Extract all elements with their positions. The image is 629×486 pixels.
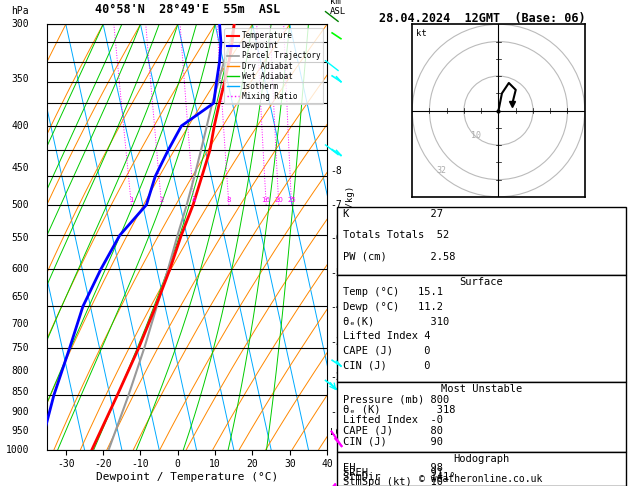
Text: 1: 1 (129, 197, 133, 203)
Text: 450: 450 (11, 162, 29, 173)
Text: Dewp (°C)   11.2: Dewp (°C) 11.2 (343, 302, 443, 312)
Text: 700: 700 (11, 318, 29, 329)
Text: 500: 500 (11, 200, 29, 210)
X-axis label: Dewpoint / Temperature (°C): Dewpoint / Temperature (°C) (96, 472, 278, 482)
Text: Most Unstable: Most Unstable (440, 384, 522, 394)
Text: 25: 25 (287, 197, 296, 203)
Text: θₑ(K)         310: θₑ(K) 310 (343, 316, 449, 327)
Text: km
ASL: km ASL (330, 0, 346, 16)
Text: Mixing Ratio (g/kg): Mixing Ratio (g/kg) (347, 186, 355, 288)
Text: CIN (J)       90: CIN (J) 90 (343, 436, 443, 447)
Text: Pressure (mb) 800: Pressure (mb) 800 (343, 394, 449, 404)
Text: hPa: hPa (11, 6, 29, 16)
Text: -8: -8 (330, 166, 342, 176)
Text: 550: 550 (11, 233, 29, 243)
Text: -5: -5 (330, 268, 342, 278)
Text: 750: 750 (11, 343, 29, 353)
Text: 800: 800 (11, 366, 29, 376)
Text: 350: 350 (11, 74, 29, 84)
Text: 400: 400 (11, 121, 29, 131)
Text: -2: -2 (330, 372, 342, 382)
Text: 300: 300 (11, 19, 29, 29)
Text: Temp (°C)   15.1: Temp (°C) 15.1 (343, 287, 443, 297)
Text: 32: 32 (437, 166, 447, 174)
Text: 600: 600 (11, 264, 29, 274)
Text: LCL: LCL (330, 428, 346, 437)
Text: Surface: Surface (459, 277, 503, 287)
Text: SREH          91: SREH 91 (343, 468, 443, 478)
Text: PW (cm)       2.58: PW (cm) 2.58 (343, 252, 455, 261)
Text: 8: 8 (226, 197, 231, 203)
Text: 650: 650 (11, 293, 29, 302)
Legend: Temperature, Dewpoint, Parcel Trajectory, Dry Adiabat, Wet Adiabat, Isotherm, Mi: Temperature, Dewpoint, Parcel Trajectory… (224, 28, 323, 104)
Text: 40°58'N  28°49'E  55m  ASL: 40°58'N 28°49'E 55m ASL (94, 3, 280, 16)
Text: EH            98: EH 98 (343, 463, 443, 473)
Text: Totals Totals  52: Totals Totals 52 (343, 230, 449, 240)
Text: kt: kt (416, 30, 426, 38)
Text: StmDir        141°: StmDir 141° (343, 472, 455, 483)
Text: 950: 950 (11, 426, 29, 436)
Text: Lifted Index 4: Lifted Index 4 (343, 331, 430, 341)
Text: 850: 850 (11, 387, 29, 397)
Text: θₑ (K)         318: θₑ (K) 318 (343, 405, 455, 415)
Text: 28.04.2024  12GMT  (Base: 06): 28.04.2024 12GMT (Base: 06) (379, 12, 586, 25)
Text: K             27: K 27 (343, 209, 443, 219)
Text: 20: 20 (274, 197, 283, 203)
Text: Lifted Index  -0: Lifted Index -0 (343, 416, 443, 425)
Text: 16: 16 (262, 197, 270, 203)
Text: CAPE (J)      80: CAPE (J) 80 (343, 426, 443, 436)
Text: 1000: 1000 (6, 445, 29, 454)
Text: CAPE (J)     0: CAPE (J) 0 (343, 346, 430, 356)
Text: 10: 10 (471, 131, 481, 140)
Text: Hodograph: Hodograph (453, 454, 509, 465)
Text: 2: 2 (159, 197, 164, 203)
Text: 900: 900 (11, 407, 29, 417)
Text: 4: 4 (192, 197, 196, 203)
Text: StmSpd (kt)   10: StmSpd (kt) 10 (343, 477, 443, 486)
Text: -4: -4 (330, 302, 342, 312)
Text: -7: -7 (330, 200, 342, 210)
Text: © weatheronline.co.uk: © weatheronline.co.uk (420, 473, 543, 484)
Text: -3: -3 (330, 337, 342, 347)
Text: -1: -1 (330, 407, 342, 417)
Text: CIN (J)      0: CIN (J) 0 (343, 360, 430, 370)
Text: -6: -6 (330, 233, 342, 243)
